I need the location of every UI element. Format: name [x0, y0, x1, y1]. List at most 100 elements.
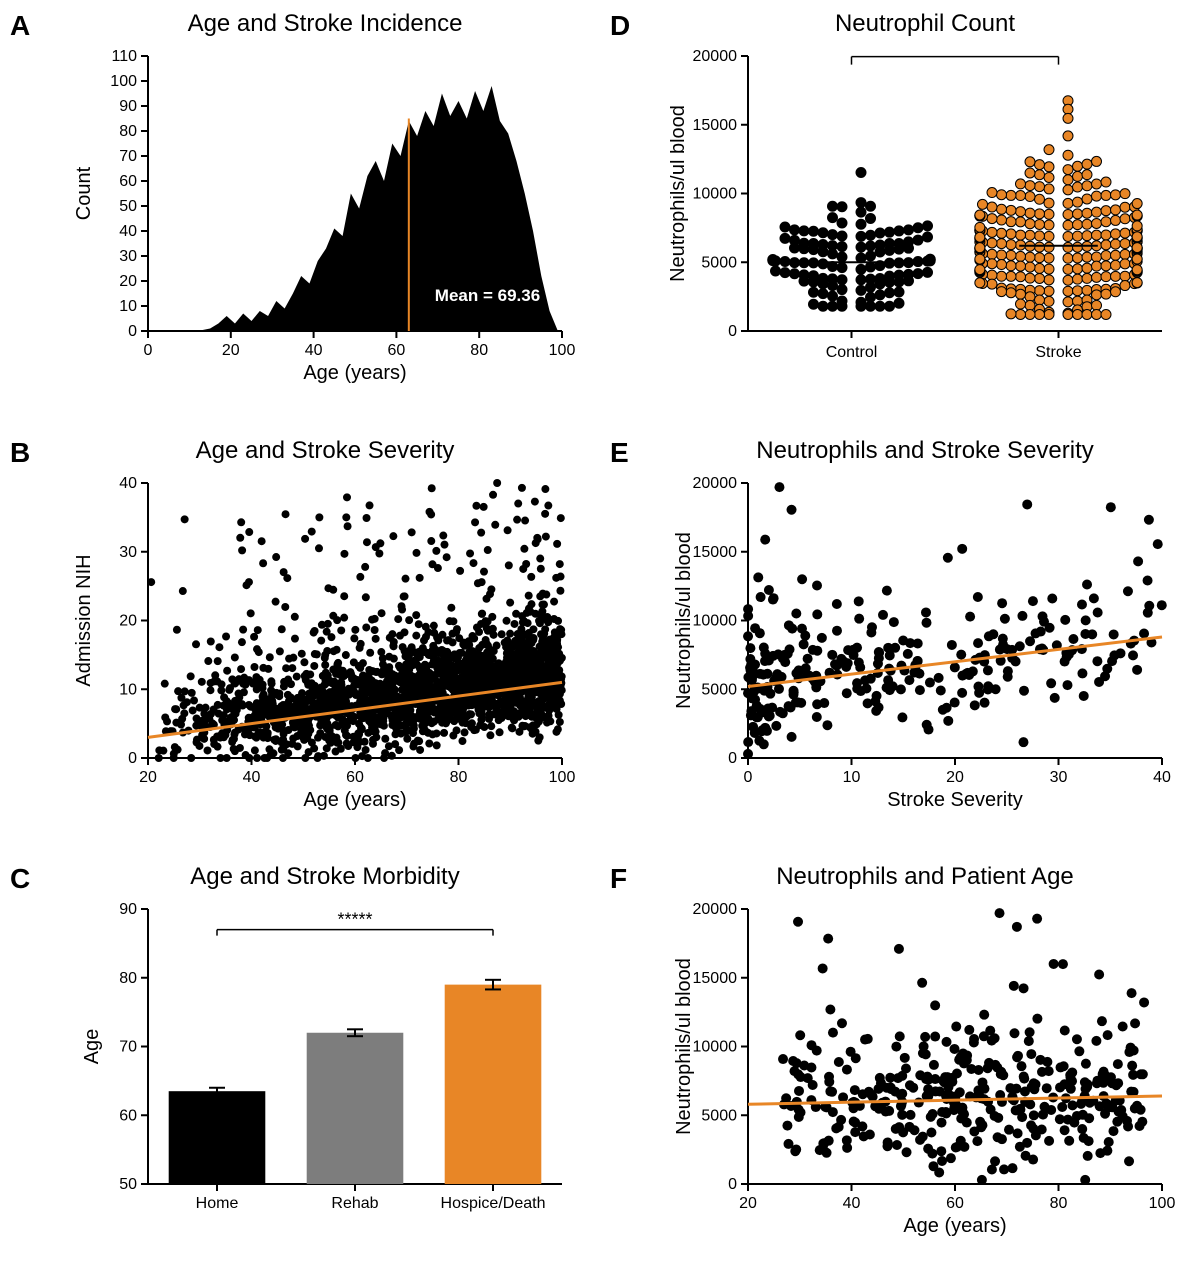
svg-text:10000: 10000	[693, 1039, 738, 1056]
svg-text:10: 10	[119, 681, 137, 698]
svg-text:10000: 10000	[693, 612, 738, 629]
svg-text:70: 70	[119, 148, 137, 165]
svg-text:100: 100	[549, 769, 576, 786]
svg-text:30: 30	[119, 248, 137, 265]
svg-text:60: 60	[119, 1108, 137, 1125]
svg-text:60: 60	[346, 769, 364, 786]
chart-area-D: 0 5000 10000 15000 20000 Neutrophils/ul blood…	[670, 44, 1180, 391]
panel-title-A: Age and Stroke Incidence	[70, 10, 580, 38]
svg-text:20: 20	[222, 342, 240, 359]
svg-text:90: 90	[119, 901, 137, 918]
svg-text:10000: 10000	[693, 186, 738, 203]
svg-text:40: 40	[119, 223, 137, 240]
svg-text:80: 80	[119, 970, 137, 987]
svg-text:50: 50	[119, 198, 137, 215]
svg-text:90: 90	[119, 98, 137, 115]
svg-text:20000: 20000	[693, 901, 738, 918]
svg-text:60: 60	[119, 173, 137, 190]
chart-area-C: 50 60 70 80 90 Age Home Rehab Hospice/Death *****	[70, 897, 580, 1244]
svg-text:0: 0	[728, 750, 737, 767]
panel-label-C: C	[10, 863, 30, 895]
svg-text:80: 80	[119, 123, 137, 140]
svg-text:30: 30	[1050, 769, 1068, 786]
svg-text:Count: Count	[73, 166, 95, 220]
svg-text:15000: 15000	[693, 543, 738, 560]
svg-text:Stroke Severity: Stroke Severity	[887, 789, 1023, 811]
svg-text:5000: 5000	[701, 1108, 737, 1125]
chart-area-B: 20 40 60 80 100 0 10 20 30 40 Age (years) Admission…	[70, 471, 580, 818]
svg-text:0: 0	[728, 323, 737, 340]
panel-label-D: D	[610, 10, 630, 42]
svg-text:40: 40	[243, 769, 261, 786]
svg-text:80: 80	[470, 342, 488, 359]
svg-text:**: **	[948, 44, 962, 55]
svg-text:Mean = 69.36: Mean = 69.36	[435, 286, 540, 305]
panel-B: B Age and Stroke Severity 20 40 60 80 100 0 10…	[0, 427, 600, 854]
svg-text:0: 0	[728, 1176, 737, 1193]
svg-text:Control: Control	[826, 344, 878, 361]
panel-title-C: Age and Stroke Morbidity	[70, 863, 580, 891]
svg-text:20000: 20000	[693, 48, 738, 65]
svg-text:110: 110	[111, 48, 137, 65]
panel-title-F: Neutrophils and Patient Age	[670, 863, 1180, 891]
svg-text:Age: Age	[81, 1029, 103, 1065]
svg-text:20: 20	[139, 769, 157, 786]
panel-label-B: B	[10, 437, 30, 469]
svg-text:*****: *****	[337, 910, 372, 930]
panel-C: C Age and Stroke Morbidity 50 60 70 80 90 Age…	[0, 853, 600, 1280]
panel-title-E: Neutrophils and Stroke Severity	[670, 437, 1180, 465]
panel-title-D: Neutrophil Count	[670, 10, 1180, 38]
svg-text:30: 30	[119, 543, 137, 560]
svg-text:Home: Home	[196, 1195, 239, 1212]
panel-label-F: F	[610, 863, 627, 895]
svg-text:0: 0	[128, 323, 137, 340]
svg-text:5000: 5000	[701, 254, 737, 271]
chart-area-E: 0 10 20 30 40 0 5000 10000 15000 20000 Stroke Seve…	[670, 471, 1180, 818]
svg-text:Neutrophils/ul blood: Neutrophils/ul blood	[673, 958, 695, 1135]
svg-text:Admission NIH: Admission NIH	[73, 554, 95, 686]
svg-text:5000: 5000	[701, 681, 737, 698]
panel-label-E: E	[610, 437, 629, 469]
panel-E: E Neutrophils and Stroke Severity 0 10 20 3…	[600, 427, 1200, 854]
svg-text:100: 100	[110, 73, 137, 90]
svg-text:Age (years): Age (years)	[303, 362, 406, 384]
panel-title-B: Age and Stroke Severity	[70, 437, 580, 465]
panel-A: A Age and Stroke Incidence 0 20 40 60 80 100 0…	[0, 0, 600, 427]
svg-text:Rehab: Rehab	[331, 1195, 378, 1212]
svg-text:60: 60	[388, 342, 406, 359]
svg-text:40: 40	[1153, 769, 1171, 786]
svg-text:Hospice/Death: Hospice/Death	[441, 1195, 546, 1212]
svg-text:0: 0	[744, 769, 753, 786]
svg-text:100: 100	[549, 342, 576, 359]
svg-text:20: 20	[946, 769, 964, 786]
svg-text:Stroke: Stroke	[1035, 344, 1081, 361]
svg-text:40: 40	[305, 342, 323, 359]
panel-D: D Neutrophil Count 0 5000 10000 15000 20000 N…	[600, 0, 1200, 427]
svg-text:Age (years): Age (years)	[903, 1215, 1006, 1237]
svg-text:10: 10	[119, 298, 137, 315]
svg-text:80: 80	[1050, 1195, 1068, 1212]
svg-text:15000: 15000	[693, 117, 738, 134]
svg-text:70: 70	[119, 1039, 137, 1056]
svg-text:60: 60	[946, 1195, 964, 1212]
svg-text:0: 0	[128, 750, 137, 767]
figure-grid: A Age and Stroke Incidence 0204060801000…	[0, 0, 1200, 1280]
svg-text:40: 40	[843, 1195, 861, 1212]
panel-label-A: A	[10, 10, 30, 42]
panel-F: F Neutrophils and Patient Age 20 40 60 80 10…	[600, 853, 1200, 1280]
svg-text:Age (years): Age (years)	[303, 789, 406, 811]
svg-text:40: 40	[119, 475, 137, 492]
svg-text:50: 50	[119, 1176, 137, 1193]
svg-text:15000: 15000	[693, 970, 738, 987]
svg-text:Neutrophils/ul blood: Neutrophils/ul blood	[673, 532, 695, 709]
svg-text:10: 10	[843, 769, 861, 786]
svg-text:20: 20	[739, 1195, 757, 1212]
svg-text:20: 20	[119, 273, 137, 290]
svg-text:20: 20	[119, 612, 137, 629]
chart-area-F: 20 40 60 80 100 0 5000 10000 15000 20000 Age (year…	[670, 897, 1180, 1244]
svg-text:100: 100	[1149, 1195, 1176, 1212]
svg-text:0: 0	[144, 342, 153, 359]
svg-text:20000: 20000	[693, 475, 738, 492]
svg-text:80: 80	[450, 769, 468, 786]
svg-text:Neutrophils/ul blood: Neutrophils/ul blood	[670, 105, 689, 282]
